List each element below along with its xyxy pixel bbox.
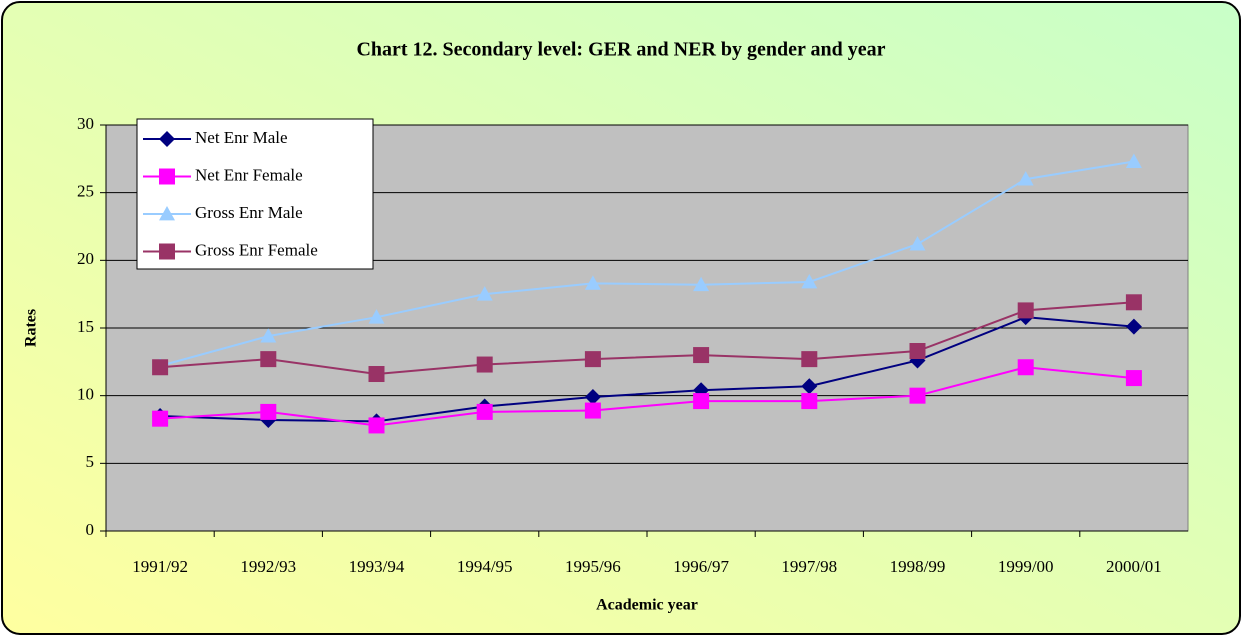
data-point (368, 417, 385, 434)
x-tick-label: 1996/97 (673, 557, 729, 576)
legend-marker (159, 131, 175, 147)
legend-marker (159, 168, 175, 185)
y-tick-label: 25 (77, 182, 94, 201)
x-tick-label: 1994/95 (457, 557, 513, 576)
series-line (160, 301, 1134, 376)
data-point (801, 393, 818, 410)
data-point (368, 366, 385, 383)
y-axis-label: Rates (23, 309, 40, 347)
data-point (260, 403, 277, 420)
series-line (159, 160, 1135, 367)
chart-title: Chart 12. Secondary level: GER and NER b… (356, 39, 885, 61)
data-point (152, 359, 169, 376)
y-tick-label: 10 (77, 385, 94, 404)
x-tick-label: 1999/00 (998, 557, 1054, 576)
series-line (160, 316, 1134, 423)
data-point (801, 351, 818, 368)
data-point (801, 378, 818, 395)
data-point (909, 343, 926, 360)
legend-label: Gross Enr Female (195, 240, 318, 259)
x-tick-label: 1998/99 (890, 557, 946, 576)
data-point (476, 356, 493, 373)
data-point (476, 403, 493, 420)
y-tick-label: 5 (86, 452, 95, 471)
data-point (260, 328, 277, 343)
legend-label: Gross Enr Male (195, 203, 303, 222)
data-point (476, 286, 493, 301)
y-tick-label: 20 (77, 249, 94, 268)
x-tick-label: 2000/01 (1106, 557, 1162, 576)
data-point (584, 389, 601, 406)
data-point (1017, 302, 1034, 319)
series-line (160, 366, 1134, 427)
data-point (260, 351, 277, 368)
x-tick-label: 1995/96 (565, 557, 621, 576)
data-point (693, 347, 710, 364)
y-tick-label: 0 (86, 520, 95, 539)
y-tick-label: 30 (77, 114, 94, 133)
data-point (693, 393, 710, 410)
legend-label: Net Enr Female (195, 165, 303, 184)
x-tick-label: 1997/98 (781, 557, 837, 576)
data-point (1017, 171, 1034, 186)
y-tick-label: 15 (77, 317, 94, 336)
data-point (368, 309, 385, 324)
x-tick-label: 1992/93 (240, 557, 296, 576)
data-point (1125, 153, 1142, 168)
data-point (1125, 370, 1142, 387)
data-point (1125, 294, 1142, 311)
data-point (693, 276, 710, 292)
data-point (584, 402, 601, 419)
data-point (1125, 318, 1142, 335)
data-point (909, 236, 926, 251)
data-point (1017, 359, 1034, 376)
data-point (909, 387, 926, 404)
x-tick-label: 1993/94 (349, 557, 405, 576)
data-point (152, 410, 169, 427)
x-tick-label: 1991/92 (132, 557, 188, 576)
data-point (584, 275, 601, 290)
legend-marker (159, 206, 175, 221)
legend-box (136, 118, 374, 270)
legend-label: Net Enr Male (195, 128, 288, 147)
x-axis-label: Academic year (596, 597, 698, 614)
data-point (584, 351, 601, 368)
data-point (801, 273, 818, 289)
legend-marker (159, 243, 175, 260)
